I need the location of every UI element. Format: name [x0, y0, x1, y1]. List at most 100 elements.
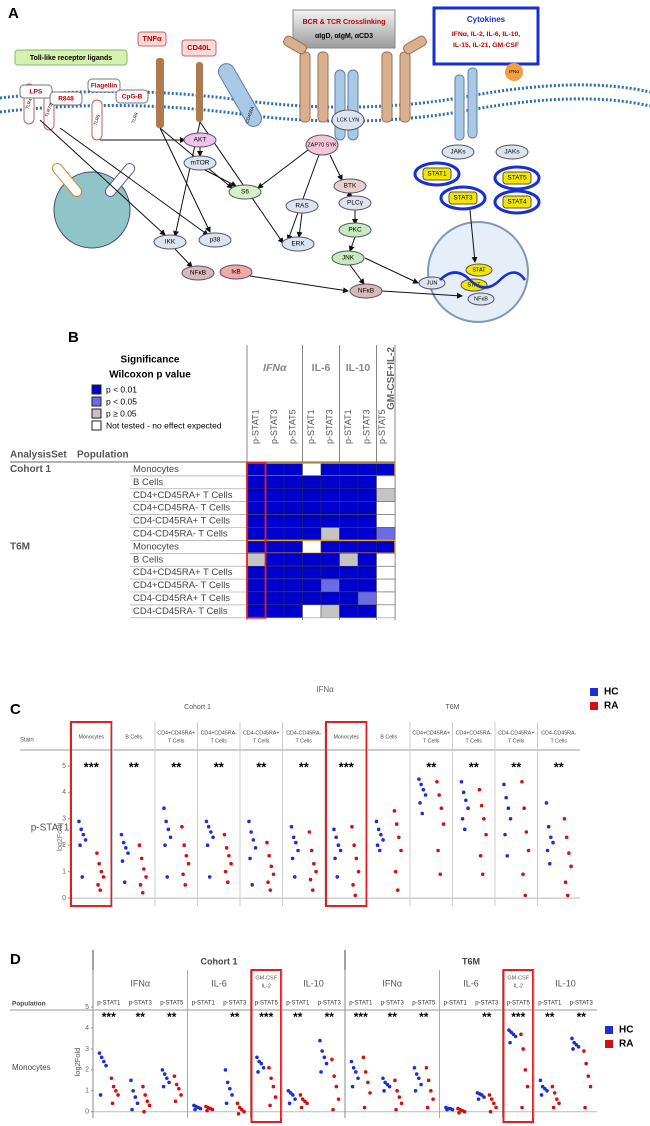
cohort-label: T6M [10, 541, 30, 552]
node-label: RAS [295, 203, 309, 210]
stain-label: p-STAT1 [349, 1001, 373, 1007]
signal-node [153, 234, 187, 250]
heat-cell [283, 501, 303, 515]
signal-node [183, 155, 217, 171]
stimulus-label: IL-6 [312, 362, 331, 374]
stimulus-label: IFNα [263, 362, 287, 374]
stain-label: p-STAT1 [306, 409, 316, 444]
data-point [122, 880, 127, 885]
heat-cell [302, 591, 322, 606]
stat-label: STAT4 [507, 199, 527, 206]
data-point [461, 790, 466, 795]
stain-label: p-STAT3 [325, 409, 335, 444]
heat-cell [283, 475, 303, 489]
data-point [397, 1095, 402, 1099]
group-label: CD4+CD45RA+ [412, 730, 450, 736]
data-point [126, 851, 130, 855]
nuclear-label: STAT [467, 282, 481, 288]
cytokine-box [432, 6, 540, 66]
heat-cell [320, 475, 340, 489]
data-point [251, 838, 256, 842]
data-point [567, 851, 571, 855]
group-label: T Cells [423, 738, 440, 744]
heat-cell [283, 566, 303, 580]
heat-cell [376, 578, 396, 593]
heat-cell [320, 540, 340, 554]
heat-cell [265, 591, 285, 606]
legend-swatch [91, 420, 102, 431]
stain-label: p-STAT3 [318, 1001, 342, 1007]
data-point [137, 843, 142, 848]
heat-cell [246, 475, 266, 489]
data-point [338, 848, 343, 853]
signal-node [285, 198, 319, 214]
heat-cell [320, 553, 340, 567]
receptor-label: IFNα [509, 69, 519, 74]
data-point [97, 861, 101, 866]
data-point [351, 1065, 356, 1070]
data-point [525, 1084, 530, 1089]
data-point [362, 1105, 367, 1110]
stain-label: p-STAT5 [377, 409, 387, 444]
data-point [563, 880, 568, 885]
heat-cell [339, 462, 359, 477]
significance: ** [419, 1010, 429, 1024]
data-point [399, 1101, 404, 1106]
stain-label: p-STAT1 [251, 409, 261, 444]
data-point [462, 827, 467, 832]
tnf-label: TNFα [142, 34, 162, 43]
group-label: CD4-CD45RA+ [498, 730, 534, 736]
node-label: NFκB [190, 270, 206, 277]
group-label: Monocytes [78, 734, 104, 740]
heat-cell [302, 488, 322, 502]
node-label: JAKs [450, 149, 466, 156]
heat-cell [265, 527, 285, 541]
stimulus-label: GM-CSF [507, 975, 529, 981]
data-point [166, 827, 171, 832]
heat-cell [357, 462, 377, 477]
data-point [205, 843, 210, 848]
heat-cell [376, 591, 396, 606]
data-point [460, 816, 465, 821]
data-point [366, 1080, 370, 1085]
y-tick-label: 1 [62, 868, 66, 875]
significance: *** [259, 1010, 273, 1024]
data-point [505, 853, 510, 858]
node-label: p38 [210, 237, 221, 244]
stain-label: p-STAT1 [343, 409, 353, 444]
stain-label: p-STAT1 [192, 1001, 216, 1007]
signal-node [198, 232, 232, 248]
data-point [209, 830, 213, 834]
panel-label: D [10, 951, 21, 968]
nuclear-label: STAT [472, 267, 486, 273]
data-point [570, 1036, 574, 1041]
node-label: IKK [165, 239, 176, 246]
data-point [523, 1068, 528, 1072]
node-label: BTK [344, 183, 357, 190]
stain-label: p-STAT5 [507, 1001, 531, 1007]
data-point [361, 1055, 366, 1060]
data-point [104, 1063, 108, 1068]
data-point [352, 843, 356, 848]
data-point [424, 1065, 429, 1070]
data-point [545, 1088, 549, 1093]
heat-cell [246, 514, 266, 528]
population-label: CD4+CD45RA- T Cells [133, 503, 230, 514]
data-point [81, 832, 86, 837]
group-label: T Cells [296, 738, 313, 744]
data-point [273, 1095, 278, 1099]
ligand: Flagellin [91, 83, 117, 90]
heat-cell [339, 488, 359, 502]
panel-label: C [10, 701, 21, 718]
data-point [376, 827, 381, 832]
data-point [139, 856, 144, 861]
group-label: B Cells [380, 734, 397, 740]
data-point [291, 835, 296, 840]
group-label: CD4-CD45RA- [286, 730, 321, 736]
data-point [395, 1088, 399, 1093]
data-point [186, 861, 191, 866]
heat-cell [246, 540, 266, 554]
data-point [464, 798, 468, 803]
data-point [119, 832, 124, 837]
data-point [133, 1095, 138, 1099]
